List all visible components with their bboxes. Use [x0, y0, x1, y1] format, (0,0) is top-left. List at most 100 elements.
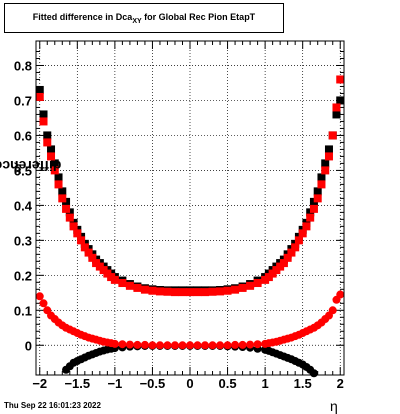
series-3-point — [186, 341, 194, 350]
series-1-point — [43, 138, 52, 147]
y-tick-label: 0.3 — [14, 233, 32, 248]
series-1-point — [186, 288, 194, 297]
series-0-point — [43, 131, 52, 140]
x-tick-label: 1.5 — [294, 376, 312, 391]
series-3-point — [178, 341, 187, 350]
x-tick-label: −2 — [32, 376, 47, 391]
series-1-point — [118, 279, 127, 288]
x-tick-label: −1 — [107, 376, 122, 391]
series-1-point — [216, 287, 225, 296]
plot-area — [36, 41, 344, 375]
series-3-point — [148, 341, 157, 350]
series-1-point — [324, 152, 333, 161]
series-0-point — [58, 187, 67, 196]
y-tick-label: 0.7 — [14, 93, 32, 108]
y-tick-label: 0 — [25, 338, 32, 353]
series-1-point — [39, 117, 48, 126]
series-1-point — [336, 75, 345, 84]
series-0-point — [39, 110, 48, 119]
y-tick-label: 0.5 — [14, 163, 32, 178]
series-1-point — [77, 236, 86, 245]
x-tick-label: 0.5 — [219, 376, 237, 391]
series-1-point — [155, 287, 164, 296]
y-tick-label: 0.4 — [14, 198, 33, 213]
series-0-point — [47, 145, 56, 154]
series-0-point — [35, 85, 44, 94]
x-axis-label: η — [330, 398, 338, 414]
series-1-point — [140, 285, 149, 294]
series-3-point — [246, 340, 255, 349]
series-3-point — [253, 340, 262, 349]
series-2-point — [309, 369, 318, 378]
series-1-point — [62, 204, 71, 213]
series-1-point — [291, 243, 300, 252]
series-3-point — [201, 341, 210, 350]
series-1-point — [208, 287, 217, 296]
x-tick-label: −1.5 — [64, 376, 90, 391]
series-0-point — [317, 173, 326, 182]
series-1-point — [201, 288, 210, 297]
series-1-point — [298, 229, 307, 238]
plot-frame — [35, 40, 345, 376]
series-1-point — [193, 288, 202, 297]
x-tick-label: −0.5 — [140, 376, 166, 391]
series-3-point — [39, 299, 48, 308]
series-1-point — [253, 279, 262, 288]
series-1-point — [88, 253, 97, 262]
series-3-point — [193, 341, 202, 350]
x-tick-label: 2 — [337, 376, 344, 391]
series-1-point — [309, 204, 318, 213]
series-1-point — [294, 236, 303, 245]
series-3-point — [140, 340, 149, 349]
series-1-point — [148, 286, 157, 295]
series-1-point — [279, 259, 288, 268]
series-1-point — [302, 222, 311, 231]
chart-title-box: Fitted difference in DcaXY for Global Re… — [4, 3, 284, 33]
series-3-point — [208, 341, 217, 350]
series-0-point — [321, 159, 330, 168]
series-3-point — [216, 341, 225, 350]
series-1-point — [133, 283, 142, 292]
series-1-point — [231, 285, 240, 294]
series-1-point — [178, 288, 187, 297]
series-3-point — [170, 341, 179, 350]
series-1-point — [170, 288, 179, 297]
series-1-point — [65, 213, 74, 222]
y-tick-label: 0.2 — [14, 268, 32, 283]
series-1-point — [47, 152, 56, 161]
series-1-point — [58, 194, 67, 203]
series-1-point — [223, 286, 232, 295]
series-3-point — [238, 340, 247, 349]
series-1-point — [163, 287, 172, 296]
series-1-point — [328, 131, 337, 140]
series-1-point — [246, 281, 255, 290]
timestamp: Thu Sep 22 16:01:23 2022 — [4, 401, 101, 410]
series-3-point — [110, 339, 119, 348]
chart-title: Fitted difference in DcaXY for Global Re… — [32, 12, 256, 25]
series-0-point — [332, 110, 341, 119]
series-0-point — [50, 159, 59, 168]
y-tick-label: 0.1 — [14, 303, 32, 318]
series-3-point — [133, 340, 142, 349]
x-tick-label: 0 — [186, 376, 193, 391]
series-3-point — [336, 290, 345, 299]
series-1-point — [287, 248, 296, 257]
series-3-point — [223, 341, 232, 350]
series-1-point — [238, 283, 247, 292]
series-1-point — [321, 166, 330, 175]
series-0-point — [313, 187, 322, 196]
series-1-point — [317, 180, 326, 189]
series-0-point — [324, 145, 333, 154]
series-0-point — [54, 173, 63, 182]
y-tick-label: 0.6 — [14, 128, 32, 143]
series-1-point — [35, 92, 44, 101]
series-1-point — [110, 275, 119, 284]
series-3-point — [155, 341, 164, 350]
series-0-point — [336, 96, 345, 105]
series-1-point — [80, 243, 89, 252]
series-1-point — [313, 194, 322, 203]
y-tick-label: 0.8 — [14, 58, 32, 73]
series-1-point — [69, 222, 78, 231]
series-3-point — [163, 341, 172, 350]
